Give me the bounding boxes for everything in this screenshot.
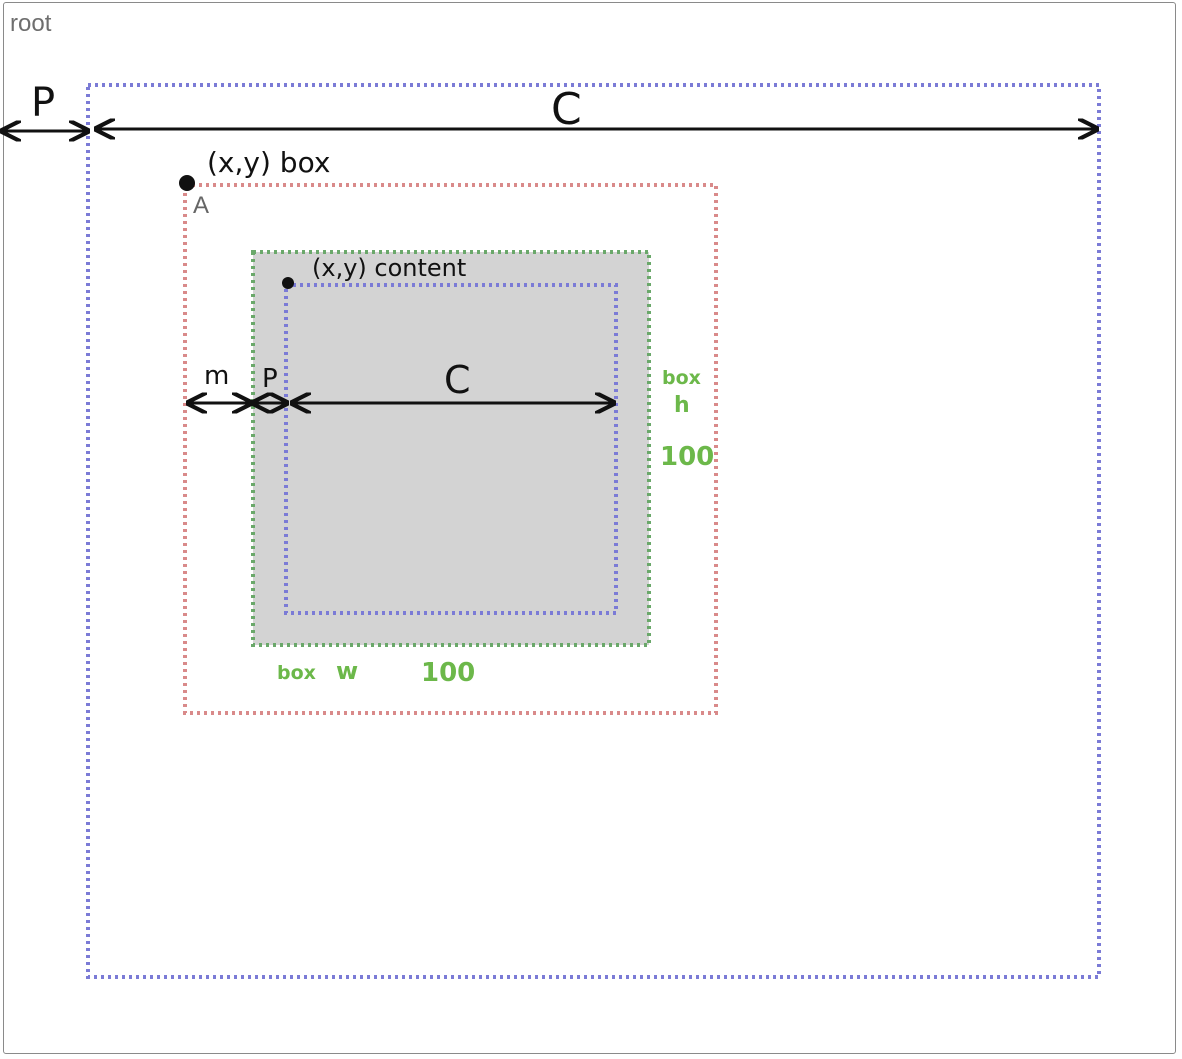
box-w-label: box [277,662,316,684]
content-origin-dot [282,277,294,289]
box-h-label-line2: h [674,393,690,418]
box-w-value: 100 [421,658,475,688]
margin-label: m [204,361,229,391]
box-h-label-line1: box [662,367,701,389]
box-h-value: 100 [660,442,714,472]
padding-label: P [262,364,278,394]
root-content-outline [86,83,1101,979]
content-label: C [444,358,471,402]
box-origin-label: (x,y) box [207,146,330,179]
box-a-border-box [251,250,651,647]
content-origin-label: (x,y) content [312,254,466,282]
root-content-label: C [551,84,582,135]
root-padding-label: P [31,80,55,126]
box-w-symbol: w [336,657,358,685]
root-frame [3,2,1176,1054]
root-label: root [10,10,52,37]
box-origin-dot [179,175,195,191]
box-a-label: A [193,192,210,219]
box-a-margin-outline [183,183,718,715]
